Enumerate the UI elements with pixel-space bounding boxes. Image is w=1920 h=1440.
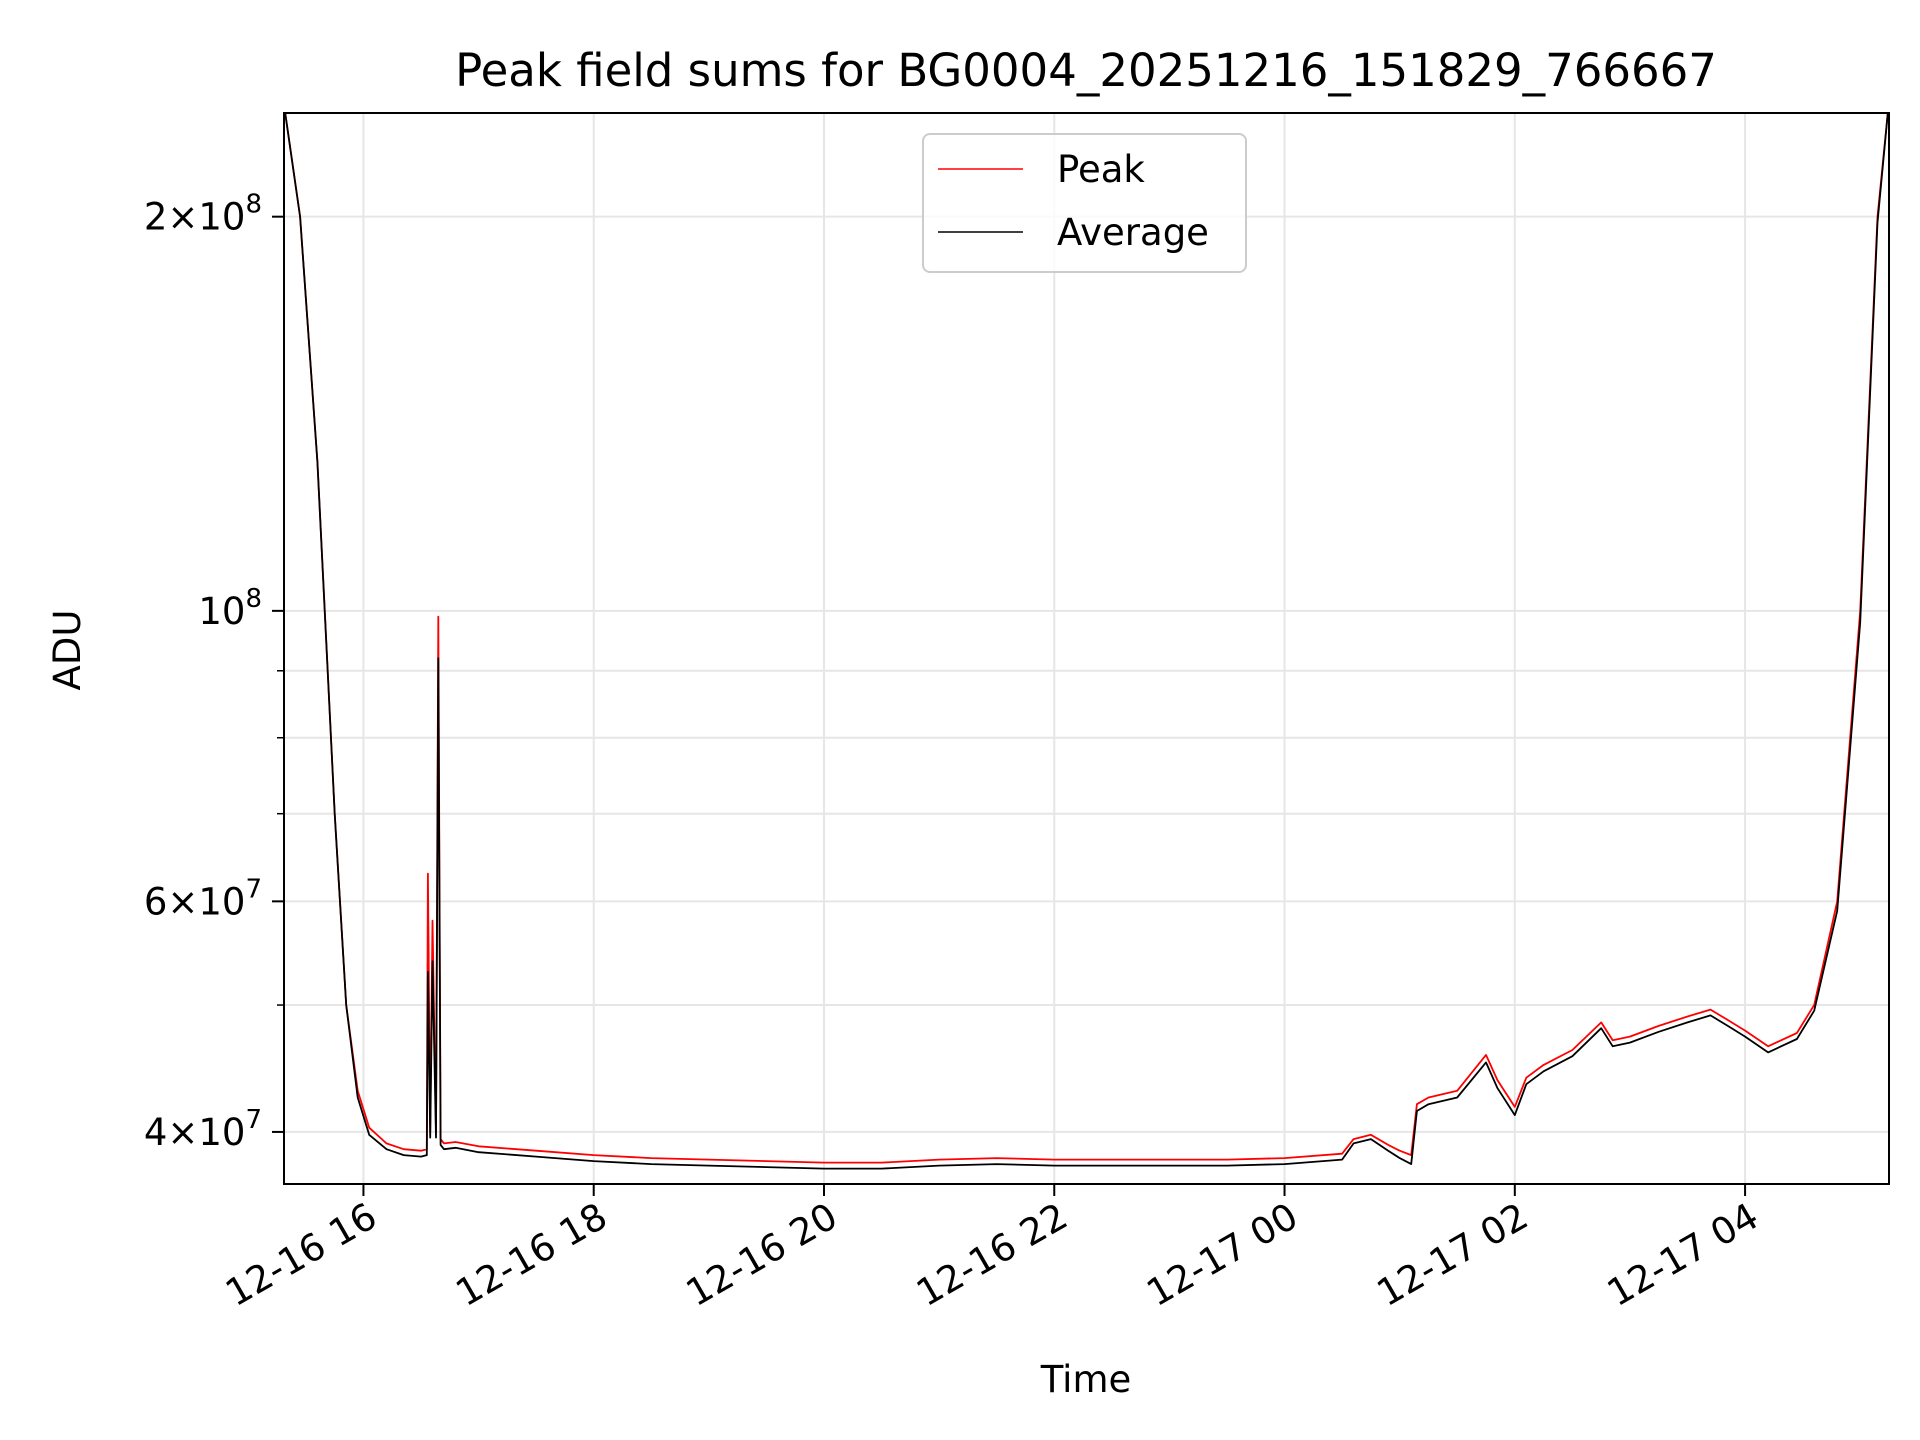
- plot-frame: [283, 112, 1890, 1185]
- x-axis-label: Time: [1040, 1358, 1132, 1401]
- y-tick-label: 4×107: [144, 1105, 262, 1154]
- chart-title: Peak field sums for BG0004_20251216_1518…: [455, 44, 1717, 97]
- series-layer: [284, 113, 1889, 1170]
- series-line-average: [284, 113, 1889, 1170]
- y-tick-label: 108: [198, 584, 262, 633]
- y-tick-label: 2×108: [144, 190, 262, 239]
- y-axis-label: ADU: [46, 610, 89, 691]
- legend-label-peak: Peak: [1057, 148, 1145, 191]
- legend-label-average: Average: [1057, 211, 1209, 254]
- legend: Peak Average: [922, 133, 1247, 273]
- y-tick-label: 6×107: [144, 874, 262, 923]
